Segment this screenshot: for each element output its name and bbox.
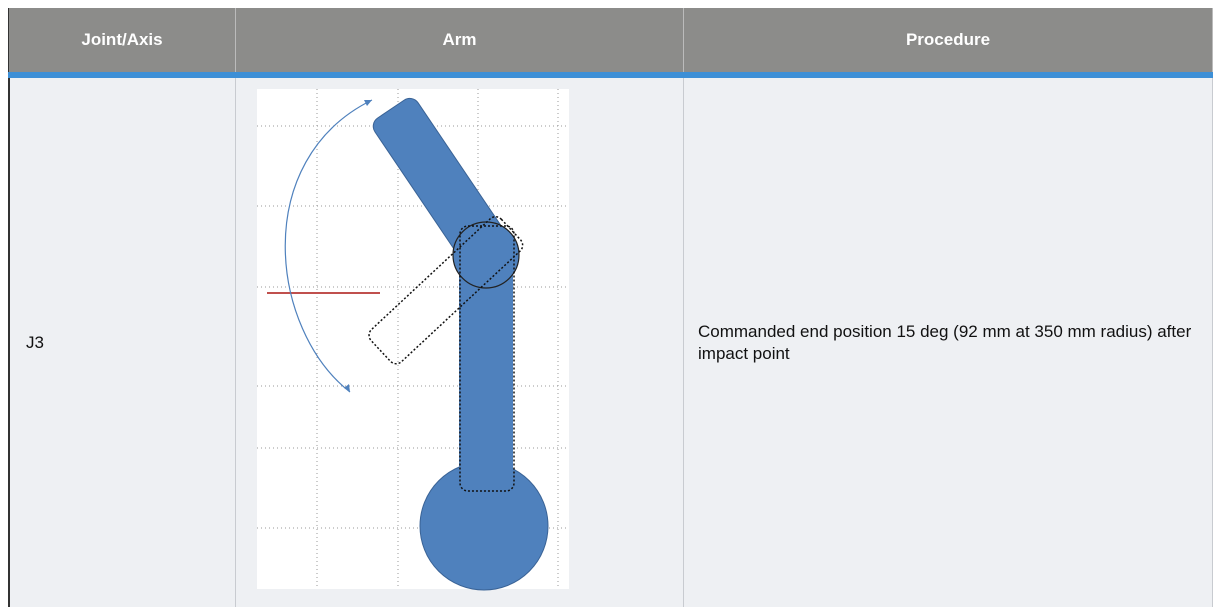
header-cell: Arm: [236, 8, 684, 72]
table: Joint/Axis Arm Procedure J3: [8, 8, 1213, 607]
cell: [236, 78, 684, 607]
cell: J3: [8, 78, 236, 607]
header-cell: Procedure: [684, 8, 1213, 72]
cell-text: Commanded end position 15 deg (92 mm at …: [698, 321, 1192, 363]
header-underline: [8, 72, 1213, 78]
cell-text: J3: [26, 332, 44, 352]
arm-diagram: [257, 89, 569, 591]
cell: Commanded end position 15 deg (92 mm at …: [684, 78, 1213, 607]
header-cell: Joint/Axis: [8, 8, 236, 72]
